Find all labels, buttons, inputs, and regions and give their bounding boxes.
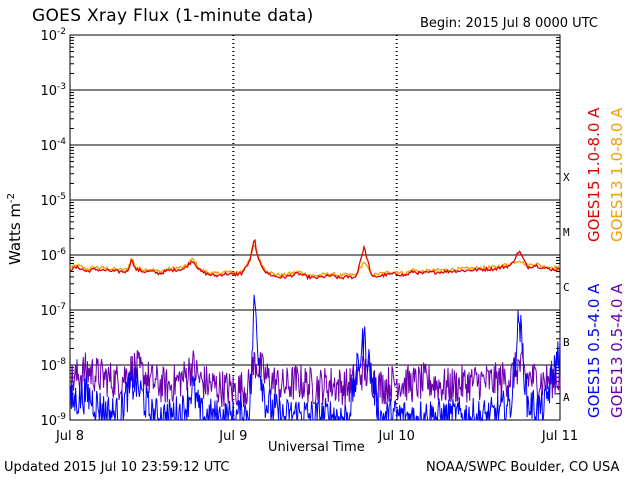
series-line-3 — [69, 294, 561, 422]
series-line-2 — [69, 349, 561, 408]
legend-goes13-long: GOES13 1.0-8.0 A — [608, 107, 626, 242]
y-tick-label: 10-5 — [40, 192, 66, 209]
legend-goes15-short: GOES15 0.5-4.0 A — [585, 283, 603, 418]
legend-goes13-short: GOES13 0.5-4.0 A — [608, 283, 626, 418]
y-axis-label-exponent: -2 — [6, 192, 17, 203]
begin-time: Begin: 2015 Jul 8 0000 UTC — [420, 16, 598, 31]
flare-class-label: A — [563, 391, 570, 404]
updated-timestamp: Updated 2015 Jul 10 23:59:12 UTC — [4, 460, 230, 475]
legend-goes15-long: GOES15 1.0-8.0 A — [585, 107, 603, 242]
y-tick-label: 10-6 — [40, 247, 66, 264]
y-tick-label: 10-3 — [40, 82, 66, 99]
x-tick-label: Jul 11 — [541, 429, 578, 444]
y-tick-label: 10-7 — [40, 302, 66, 319]
y-tick-label: 10-9 — [40, 412, 66, 429]
flare-class-label: M — [563, 226, 570, 239]
chart-title: GOES Xray Flux (1-minute data) — [32, 6, 314, 26]
y-tick-label: 10-4 — [40, 137, 66, 154]
flare-class-label: C — [563, 281, 570, 294]
series-line-1 — [69, 238, 561, 281]
flare-class-label: B — [563, 336, 570, 349]
y-tick-label: 10-2 — [40, 27, 66, 44]
plot-frame — [69, 34, 561, 421]
x-tick-label: Jul 9 — [218, 429, 247, 444]
y-tick-label: 10-8 — [40, 357, 66, 374]
x-axis-label: Universal Time — [268, 440, 365, 455]
y-axis-label: Watts m-2 — [6, 193, 24, 265]
x-tick-label: Jul 8 — [55, 429, 84, 444]
credit-label: NOAA/SWPC Boulder, CO USA — [426, 460, 620, 475]
x-tick-label: Jul 10 — [377, 429, 414, 444]
y-axis-label-text: Watts m — [6, 202, 24, 265]
flare-class-label: X — [563, 171, 570, 184]
